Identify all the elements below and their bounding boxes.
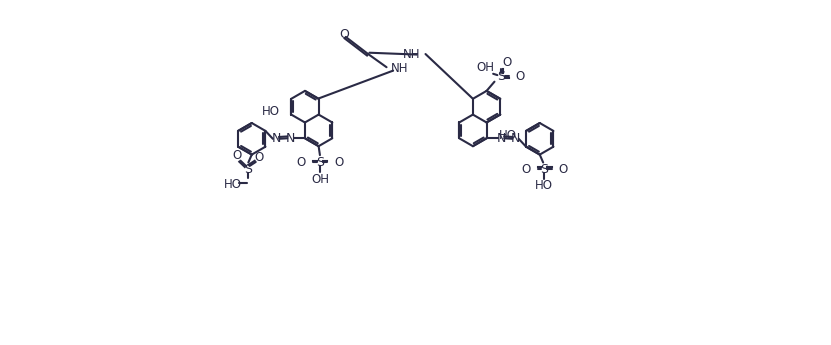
Text: O: O	[254, 151, 263, 164]
Text: N: N	[286, 132, 295, 145]
Text: S: S	[497, 70, 505, 83]
Text: OH: OH	[311, 172, 329, 186]
Text: O: O	[558, 162, 567, 176]
Text: HO: HO	[534, 179, 553, 192]
Text: O: O	[515, 70, 524, 83]
Text: NH: NH	[391, 62, 408, 75]
Text: O: O	[503, 56, 512, 69]
Text: N: N	[496, 132, 506, 145]
Text: OH: OH	[477, 61, 494, 74]
Text: S: S	[243, 162, 252, 176]
Text: O: O	[232, 149, 241, 162]
Text: HO: HO	[499, 129, 516, 141]
Text: HO: HO	[224, 178, 242, 190]
Text: N: N	[271, 132, 281, 145]
Text: S: S	[539, 162, 548, 176]
Text: S: S	[316, 156, 324, 169]
Text: O: O	[340, 28, 349, 41]
Text: NH: NH	[403, 48, 420, 60]
Text: HO: HO	[262, 105, 279, 118]
Text: O: O	[334, 156, 343, 169]
Text: O: O	[297, 156, 306, 169]
Text: O: O	[521, 162, 530, 176]
Text: N: N	[511, 132, 520, 145]
